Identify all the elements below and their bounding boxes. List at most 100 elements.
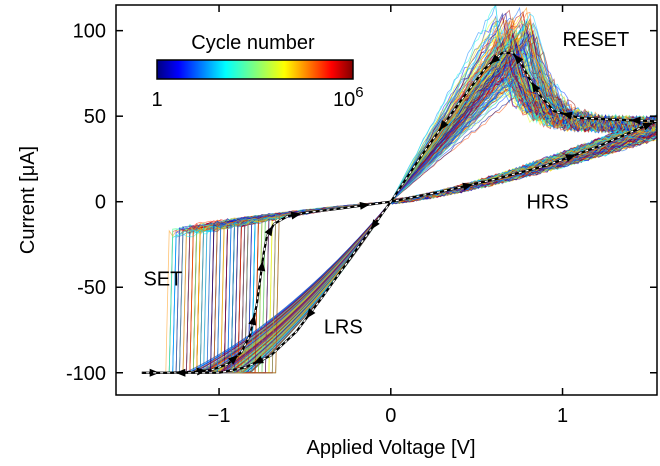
cycle-curve <box>141 38 657 374</box>
cycle-curve <box>141 43 657 374</box>
colorbar-gradient <box>156 59 354 80</box>
cycle-curve <box>141 47 657 374</box>
annotation-lrs: LRS <box>324 316 363 338</box>
cycle-curve <box>141 43 657 374</box>
cycle-curve <box>141 41 657 374</box>
cycle-curve <box>141 39 657 374</box>
cycle-curve <box>141 51 657 374</box>
cycle-curve <box>141 52 657 374</box>
y-tick-label: 50 <box>84 106 106 128</box>
average-curve-arrow <box>630 116 641 125</box>
cycle-curve <box>141 35 657 374</box>
cycle-curve <box>141 57 657 374</box>
cycle-curve <box>141 59 657 374</box>
average-curve-arrow <box>264 225 274 237</box>
cycle-curve <box>141 38 657 374</box>
average-curve <box>141 51 657 377</box>
average-curve-arrow <box>439 120 449 131</box>
cycle-curve <box>141 46 657 374</box>
cycle-curve <box>141 40 657 374</box>
cycle-curve <box>141 46 657 374</box>
cycle-curve <box>141 58 657 374</box>
annotation-reset: RESET <box>563 29 630 51</box>
cycle-curve <box>141 51 657 374</box>
x-axis-title: Applied Voltage [V] <box>306 437 475 459</box>
cycle-curve <box>141 56 657 374</box>
cycle-curve <box>141 58 657 374</box>
cycle-curve <box>141 55 657 374</box>
cycle-curve <box>141 54 657 374</box>
average-curve-arrow <box>370 219 380 230</box>
cycle-curve <box>141 46 657 374</box>
y-tick-label: 0 <box>95 192 106 214</box>
cycle-curve <box>141 46 657 374</box>
cycle-curve <box>141 45 657 374</box>
average-curve-arrow <box>513 54 524 65</box>
cycle-curve <box>141 48 657 374</box>
average-curve-arrow <box>228 354 239 365</box>
cycle-curve <box>141 36 657 374</box>
cycle-curve <box>141 59 657 374</box>
average-curve-arrow <box>253 355 264 364</box>
cycle-curve <box>141 42 657 374</box>
cycle-curve <box>141 50 657 374</box>
average-curve-arrow <box>531 82 541 93</box>
cycle-curve <box>141 39 657 374</box>
cycle-curve <box>141 51 657 374</box>
cycle-curve <box>141 40 657 374</box>
average-curve-arrow <box>248 314 257 326</box>
average-curve-arrow <box>175 368 186 377</box>
cycle-curve <box>141 45 657 374</box>
cycle-curve <box>141 36 657 374</box>
cycle-curve <box>141 48 657 374</box>
cycle-curve <box>141 37 657 374</box>
cycle-curve <box>141 43 657 374</box>
average-curve-arrow <box>290 211 302 220</box>
colorbar-max-label: 106 <box>333 84 364 111</box>
cycle-curve <box>141 52 657 374</box>
annotations: RESET HRS SET LRS <box>143 29 629 338</box>
cycle-curve <box>141 46 657 374</box>
cycle-curve <box>141 47 657 374</box>
cycle-curve <box>141 59 657 374</box>
x-tick-label: −1 <box>208 405 231 427</box>
average-curve-arrow <box>562 111 573 120</box>
cycle-curve <box>141 36 657 374</box>
average-curve-arrow <box>642 122 654 131</box>
cycle-curve <box>141 45 657 374</box>
cycle-curve <box>141 40 657 374</box>
cycle-curve <box>141 58 657 374</box>
cycle-curve <box>141 46 657 374</box>
cycle-curve <box>141 36 657 374</box>
cycle-curve <box>141 46 657 374</box>
average-curve-arrow <box>565 154 576 162</box>
cycle-curve <box>141 52 657 374</box>
cycle-curve <box>141 36 657 374</box>
cycle-curve <box>141 46 657 374</box>
average-curve-branch <box>141 51 657 374</box>
cycle-curve <box>141 36 657 374</box>
y-axis-title: Current [μA] <box>17 146 39 254</box>
cycle-curve <box>141 48 657 374</box>
cycle-curve <box>141 16 657 374</box>
tick-labels: −1 0 1 100 50 0 -50 -100 <box>66 21 568 427</box>
cycle-curve <box>141 54 657 374</box>
x-tick-label: 0 <box>385 405 396 427</box>
cycle-curve <box>141 41 657 374</box>
cycle-curve <box>141 53 657 374</box>
colorbar: Cycle number 1 106 <box>151 32 363 111</box>
cycle-curve <box>141 38 657 374</box>
cycle-curve <box>141 56 657 374</box>
cycle-curve <box>141 58 657 374</box>
average-curve-dash <box>141 52 657 374</box>
cycle-curve <box>141 38 657 374</box>
cycle-curve <box>141 47 657 374</box>
cycle-curve <box>141 35 657 374</box>
cycle-curve <box>141 52 657 374</box>
cycle-curve <box>141 51 657 374</box>
cycle-curve <box>141 45 657 374</box>
y-tick-label: 100 <box>73 21 106 43</box>
colorbar-min-label: 1 <box>151 89 162 111</box>
x-tick-label: 1 <box>557 405 568 427</box>
